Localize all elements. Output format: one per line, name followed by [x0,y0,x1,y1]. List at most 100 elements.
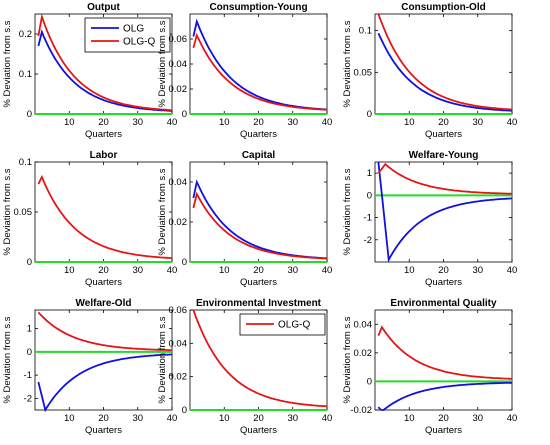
series-line-olg-q [37,311,172,351]
y-tick-label: 0 [367,109,372,120]
y-axis-label: % Deviation from s.s [157,168,168,255]
y-tick-label: 0.04 [354,319,373,330]
y-tick-label: 0.02 [169,84,188,95]
x-tick-label: 40 [507,265,518,276]
x-tick-label: 20 [253,265,264,276]
x-tick-label: 40 [167,117,178,128]
series-line-olg [377,381,512,411]
x-tick-label: 30 [472,265,483,276]
y-axis-label: % Deviation from s.s [2,316,13,403]
y-axis-label: % Deviation from s.s [157,20,168,107]
y-tick-label: 0.2 [19,29,32,40]
y-axis-label: % Deviation from s.s [2,20,13,107]
x-axis-label: Quarters [240,277,277,288]
y-tick-label: 0.1 [359,26,372,37]
y-tick-label: 0.02 [354,348,373,359]
x-tick-label: 10 [404,265,415,276]
x-tick-label: 10 [64,413,75,424]
series-line-olg [37,353,173,413]
x-tick-label: 20 [253,117,264,128]
x-axis-label: Quarters [240,129,277,140]
x-axis-label: Quarters [85,277,122,288]
legend-label: OLG-Q [278,320,310,331]
legend-box [84,17,171,53]
x-tick-label: 30 [472,117,483,128]
y-tick-label: 0 [27,347,32,358]
y-tick-label: 1 [367,168,372,179]
chart-panel: Welfare-Young -2 -1 0 1 10 20 30 40 Quarters % Dev… [342,150,517,288]
chart-panel: Consumption-Young 0 0.02 0.04 0.06 10 20 30 40 Qu… [157,2,332,140]
chart-title: Consumption-Young [209,2,307,13]
x-tick-label: 20 [253,413,264,424]
y-tick-label: 0.05 [14,207,33,218]
x-tick-label: 40 [167,265,178,276]
y-axis-label: % Deviation from s.s [2,168,13,255]
chart-title: Capital [242,150,276,161]
x-tick-label: 40 [507,117,518,128]
x-tick-label: 30 [287,413,298,424]
x-tick-label: 10 [219,265,230,276]
y-tick-label: 0 [182,109,187,120]
x-tick-label: 10 [404,117,415,128]
x-axis-label: Quarters [425,129,462,140]
x-tick-label: 30 [132,265,143,276]
y-tick-label: 0 [367,190,372,201]
y-tick-label: 0 [367,376,372,387]
chart-panel: Environmental Investment 0 0.02 0.04 0.06 10 2… [157,298,332,436]
legend-label: OLG-Q [123,37,155,48]
chart-title: Welfare-Young [409,150,479,161]
series-line-olg-q [377,325,512,380]
chart-panel: Environmental Quality -0.02 0 0.02 0.04 10 20 3… [342,298,517,436]
y-tick-label: 0.02 [169,217,188,228]
x-tick-label: 10 [64,265,75,276]
x-tick-label: 40 [322,265,333,276]
y-axis-label: % Deviation from s.s [342,20,353,107]
series-line-olg [377,161,513,263]
series-line-olg-q [37,174,173,259]
y-tick-label: -0.02 [350,405,372,416]
y-tick-label: -2 [364,235,372,246]
y-tick-label: -1 [364,213,372,224]
legend: OLG OLG-Q [84,17,171,53]
legend-label: OLG [123,24,144,35]
chart-title: Welfare-Old [76,298,132,309]
series-line-olg [37,29,173,112]
chart-panel: Output 0 0.1 0.2 10 20 30 40 Quarters % Deviation… [2,2,177,140]
x-tick-label: 30 [472,413,483,424]
y-tick-label: 0.1 [19,157,32,168]
x-tick-label: 20 [98,265,109,276]
x-tick-label: 20 [438,265,449,276]
y-tick-label: 1 [27,324,32,335]
chart-panel: Welfare-Old -2 -1 0 1 10 20 30 40 Quarters % Devia… [2,298,177,436]
series-line-olg-q [192,32,328,111]
legend-box [239,313,326,336]
y-tick-label: 0 [182,405,187,416]
x-tick-label: 30 [132,117,143,128]
x-tick-label: 10 [64,117,75,128]
series-line-olg [377,32,513,112]
x-axis-label: Quarters [85,129,122,140]
x-axis-label: Quarters [425,425,462,436]
chart-panel: Capital 0 0.02 0.04 10 20 30 40 Quarters % Deviat… [157,150,332,288]
y-axis-label: % Deviation from s.s [342,316,353,403]
series-line-olg-q [377,13,513,111]
legend: OLG-Q [239,313,326,336]
x-axis-label: Quarters [425,277,462,288]
chart-title: Labor [90,150,118,161]
chart-title: Output [87,2,120,13]
y-tick-label: 0 [27,109,32,120]
y-tick-label: 0.05 [354,67,373,78]
chart-panel: Labor 0 0.05 0.1 10 20 30 40 Quarters % Deviation… [2,150,177,288]
series-line-olg-q [192,309,328,408]
series-line-olg-q [37,13,173,112]
y-tick-label: 0.1 [19,69,32,80]
y-axis-label: % Deviation from s.s [157,316,168,403]
series-line-olg-q [192,191,328,260]
x-axis-label: Quarters [240,425,277,436]
y-tick-label: -2 [24,393,32,404]
y-tick-label: 0.04 [169,59,188,70]
series-line-olg-q [377,162,512,195]
x-tick-label: 20 [438,117,449,128]
x-tick-label: 20 [98,117,109,128]
